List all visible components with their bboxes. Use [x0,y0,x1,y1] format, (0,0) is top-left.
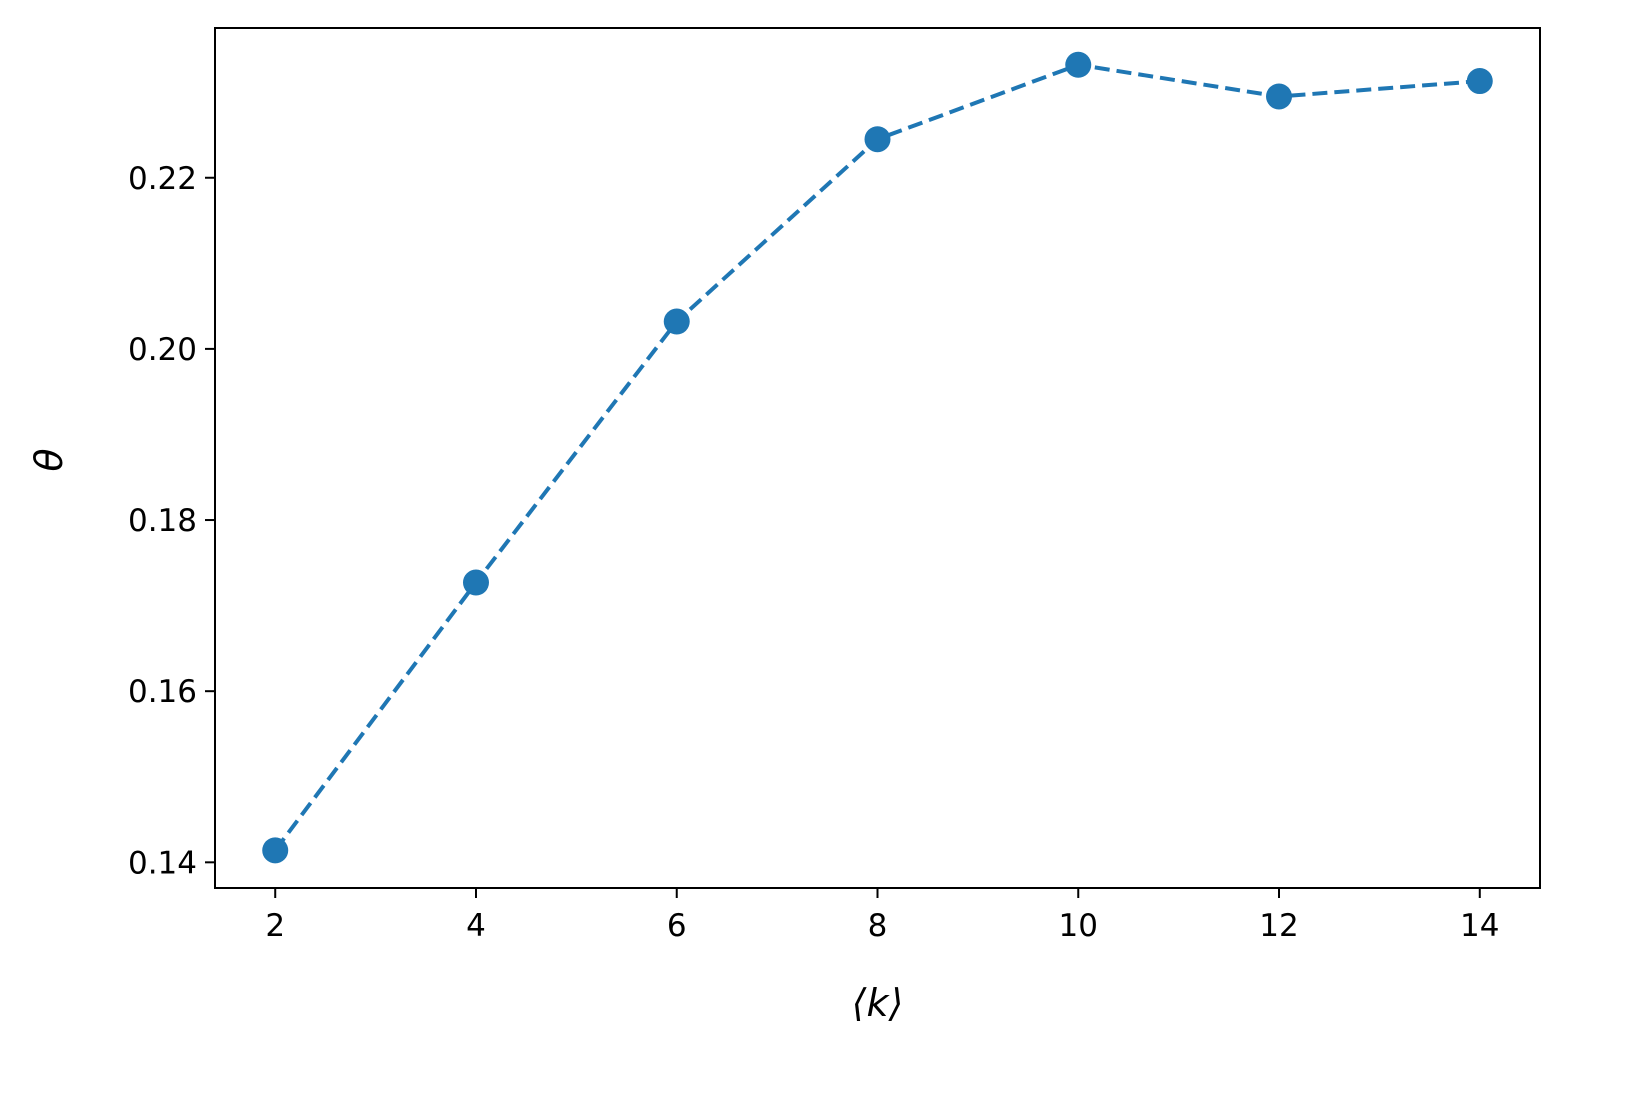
x-tick-label: 2 [265,908,285,944]
data-point [663,308,690,335]
x-tick-label: 14 [1460,908,1499,944]
data-point [1466,68,1493,95]
x-tick-label: 4 [466,908,486,944]
x-tick-label: 6 [667,908,687,944]
y-axis-ticks: 0.14 0.16 0.18 0.20 0.22 [128,161,215,881]
y-tick-label: 0.20 [128,332,197,368]
data-point [462,569,489,596]
y-axis-label: θ [27,448,71,471]
x-axis-ticks: 2 4 6 8 10 12 14 [265,888,1499,944]
data-point [262,837,289,864]
y-tick-label: 0.14 [128,845,197,881]
y-tick-label: 0.22 [128,161,197,197]
data-point [1065,51,1092,78]
x-tick-label: 12 [1259,908,1298,944]
x-tick-label: 10 [1059,908,1098,944]
data-point [864,126,891,153]
y-tick-label: 0.18 [128,503,197,539]
series-layer [262,51,1493,864]
data-point [1266,83,1293,110]
x-tick-label: 8 [868,908,888,944]
x-axis-label: ⟨k⟩ [852,981,904,1025]
y-tick-label: 0.16 [128,674,197,710]
